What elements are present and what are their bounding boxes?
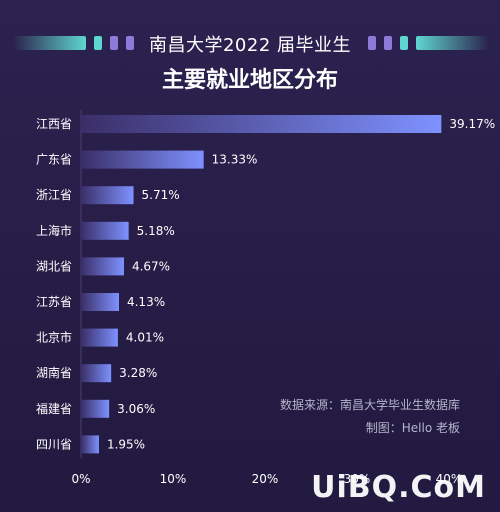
watermark-logo: UiBQ.CoM	[311, 470, 486, 505]
category-label: 北京市	[36, 330, 72, 345]
value-label: 3.06%	[117, 402, 155, 416]
category-label: 福建省	[36, 401, 72, 416]
value-label: 4.01%	[126, 331, 164, 345]
x-tick-label: 20%	[252, 472, 279, 486]
title-decoration-left	[12, 36, 134, 50]
value-label: 3.28%	[119, 366, 157, 380]
x-tick-label: 10%	[160, 472, 187, 486]
title-decoration-right	[368, 36, 490, 50]
author-note: 制图：Hello 老板	[365, 421, 460, 435]
value-label: 39.17%	[449, 117, 495, 131]
category-label: 四川省	[36, 437, 72, 451]
bar	[81, 328, 118, 347]
category-label: 湖南省	[36, 365, 72, 380]
bar	[81, 150, 204, 169]
category-label: 湖北省	[36, 258, 72, 273]
bar	[81, 293, 119, 311]
x-tick-label: 30%	[344, 472, 371, 486]
chart-title-line1: 南昌大学2022 届毕业生	[148, 35, 352, 56]
data-source-note: 数据来源：南昌大学毕业生数据库	[279, 398, 460, 412]
category-label: 浙江省	[36, 188, 72, 202]
value-label: 5.71%	[142, 188, 180, 202]
bar	[81, 186, 134, 205]
category-label: 江苏省	[36, 295, 72, 309]
category-label: 广东省	[36, 153, 72, 167]
value-label: 4.67%	[132, 259, 170, 273]
bar	[81, 399, 110, 418]
bar	[81, 115, 442, 133]
x-tick-label: 40%	[436, 472, 463, 486]
bar	[81, 435, 99, 454]
bar	[81, 364, 112, 383]
category-label: 上海市	[36, 223, 72, 238]
bar	[81, 257, 124, 276]
value-label: 1.95%	[107, 437, 145, 451]
category-label: 江西省	[36, 117, 72, 131]
bar	[81, 221, 129, 240]
value-label: 13.33%	[212, 153, 258, 167]
chart-title-line2: 主要就业地区分布	[161, 68, 338, 93]
value-label: 4.13%	[127, 295, 165, 309]
x-tick-label: 0%	[71, 472, 90, 486]
value-label: 5.18%	[137, 224, 175, 238]
